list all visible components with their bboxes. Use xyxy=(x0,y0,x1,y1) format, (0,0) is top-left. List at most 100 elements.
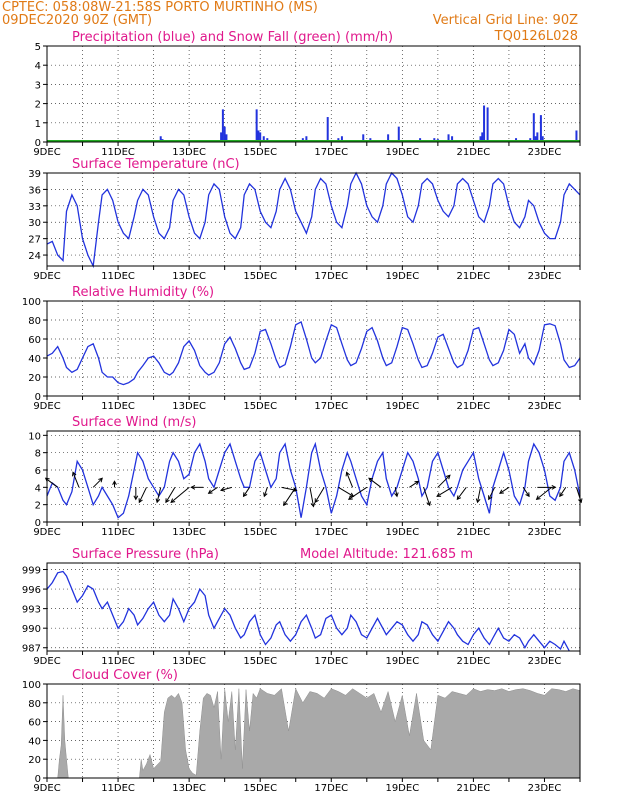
ytick-label: 100 xyxy=(22,680,41,691)
wind-arrow xyxy=(45,477,58,488)
xtick-label: 9DEC xyxy=(33,783,60,794)
header-code: TQ0126L028 xyxy=(494,29,578,44)
wind-arrow xyxy=(368,477,382,488)
ytick-label: 20 xyxy=(28,755,41,766)
precip-bar xyxy=(362,134,365,142)
wind-arrow xyxy=(409,480,419,488)
ytick-label: 8 xyxy=(35,449,41,460)
ytick-label: 996 xyxy=(22,585,41,596)
ytick-label: 4 xyxy=(35,61,41,72)
temperature-panel: 24 27 30 33 36 39 9DEC 11DEC 13DEC 15DEC 17DEC 19DE… xyxy=(28,157,581,282)
xtick-label: 19DEC xyxy=(385,656,419,667)
precip-bar xyxy=(221,109,224,142)
ytick-label: 80 xyxy=(28,316,41,327)
wind-arrow xyxy=(92,477,103,488)
precip-bar xyxy=(223,126,226,142)
xtick-label: 15DEC xyxy=(243,527,277,538)
xtick-label: 19DEC xyxy=(385,401,419,412)
precip-bar xyxy=(575,130,578,142)
wind-arrow xyxy=(456,487,467,500)
wind-arrow-head xyxy=(190,484,196,490)
panels-group: 0 1 2 3 4 5 9DEC 11DEC 13DEC 15DEC 17DEC 19DEC 21DEC… xyxy=(22,30,583,794)
wind-arrow xyxy=(477,487,481,503)
xtick-label: 23DEC xyxy=(528,401,562,412)
wind-arrow xyxy=(394,487,398,497)
wind-arrow-head xyxy=(310,502,316,508)
precip-bar xyxy=(255,109,258,142)
precipitation-panel: 0 1 2 3 4 5 9DEC 11DEC 13DEC 15DEC 17DEC 19DEC 21DEC… xyxy=(33,30,581,158)
humidity-panel: 0 20 40 60 80 100 9DEC 11DEC 13DEC 15DEC 17DEC 19DE… xyxy=(22,285,581,412)
humidity-title: Relative Humidity (%) xyxy=(72,285,214,300)
precip-bar xyxy=(536,132,539,142)
wind-arrow xyxy=(559,487,567,497)
ytick-label: 40 xyxy=(28,736,41,747)
wind-arrow-head xyxy=(283,501,288,507)
ytick-label: 1 xyxy=(35,119,41,130)
xtick-label: 9DEC xyxy=(33,656,60,667)
xtick-label: 13DEC xyxy=(172,271,206,282)
cloud-panel: 0 20 40 60 80 100 9DEC 11DEC 13DEC 15DEC 17DEC 19DE… xyxy=(22,668,581,794)
pressure-panel: 987 990 993 996 999 9DEC 11DEC 13DEC 15DEC 17DEC 1… xyxy=(22,547,581,667)
precip-bar xyxy=(225,134,228,142)
xtick-label: 21DEC xyxy=(457,656,491,667)
wind-arrow-head xyxy=(414,480,420,486)
header-location: CPTEC: 058:08W-21:58S PORTO MURTINHO (MS… xyxy=(2,0,318,15)
wind-arrow-head xyxy=(426,501,431,507)
xtick-label: 15DEC xyxy=(243,783,277,794)
precipitation-title: Precipitation (blue) and Snow Fall (gree… xyxy=(72,30,393,45)
wind-arrow xyxy=(72,472,80,488)
xtick-label: 21DEC xyxy=(457,271,491,282)
xtick-label: 15DEC xyxy=(243,147,277,158)
precip-bar xyxy=(387,134,390,142)
ytick-label: 2 xyxy=(35,100,41,111)
xtick-label: 23DEC xyxy=(528,527,562,538)
wind-arrow-head xyxy=(98,477,103,483)
xtick-label: 21DEC xyxy=(457,147,491,158)
header-vertical-grid: Vertical Grid Line: 90Z xyxy=(433,13,578,28)
precip-bar xyxy=(541,136,544,142)
xtick-label: 13DEC xyxy=(172,147,206,158)
precip-bar xyxy=(262,136,265,142)
wind-arrow-head xyxy=(155,498,161,504)
ytick-label: 39 xyxy=(28,169,41,180)
ytick-label: 20 xyxy=(28,373,41,384)
precip-bar xyxy=(479,136,482,142)
precip-bar xyxy=(305,136,308,142)
xtick-label: 19DEC xyxy=(385,271,419,282)
wind-arrow xyxy=(346,472,354,488)
ytick-label: 993 xyxy=(22,605,41,616)
ytick-label: 0 xyxy=(35,774,41,785)
wind-arrow-head xyxy=(436,492,442,497)
xtick-label: 15DEC xyxy=(243,401,277,412)
wind-arrow xyxy=(170,486,190,503)
wind-arrow-head xyxy=(112,480,117,486)
xtick-label: 21DEC xyxy=(457,401,491,412)
wind-arrow-head xyxy=(242,492,248,498)
ytick-label: 2 xyxy=(35,501,41,512)
pressure-title: Surface Pressure (hPa) xyxy=(72,547,219,562)
ytick-label: 60 xyxy=(28,335,41,346)
ytick-label: 5 xyxy=(35,42,41,53)
wind-arrow-head xyxy=(578,498,583,504)
precip-bar xyxy=(447,134,450,142)
ytick-label: 33 xyxy=(28,202,41,213)
xtick-label: 23DEC xyxy=(528,147,562,158)
ytick-label: 100 xyxy=(22,297,41,308)
xtick-label: 23DEC xyxy=(528,783,562,794)
wind-arrow xyxy=(263,487,268,497)
wind-arrow-head xyxy=(551,484,557,490)
wind-arrow-head xyxy=(72,471,77,477)
wind-arrow xyxy=(499,486,510,494)
wind-arrow xyxy=(243,487,250,497)
xtick-label: 17DEC xyxy=(314,401,348,412)
wind-title: Surface Wind (m/s) xyxy=(72,415,196,430)
ytick-label: 990 xyxy=(22,624,41,635)
precip-bar xyxy=(259,132,262,142)
wind-arrow-head xyxy=(456,495,462,501)
ytick-label: 27 xyxy=(28,235,41,246)
xtick-label: 9DEC xyxy=(33,271,60,282)
xtick-label: 17DEC xyxy=(314,147,348,158)
wind-arrow xyxy=(488,487,496,500)
wind-arrow xyxy=(314,487,325,503)
